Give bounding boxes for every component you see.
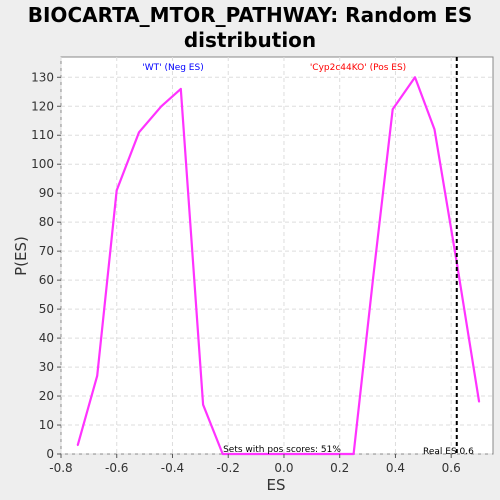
data-point	[180, 88, 182, 90]
neg-es-label: 'WT' (Neg ES)	[142, 63, 203, 73]
series-layer	[76, 57, 481, 456]
y-tick-label: 120	[31, 99, 54, 113]
data-point	[372, 276, 374, 279]
y-tick-label: 70	[39, 244, 54, 258]
data-point	[138, 131, 140, 134]
y-tick-label: 60	[39, 273, 54, 287]
x-axis-label: ES	[267, 476, 286, 494]
data-point	[391, 108, 394, 110]
y-tick-label: 80	[39, 215, 54, 229]
data-point	[202, 403, 204, 406]
y-tick-label: 20	[39, 389, 54, 403]
x-tick-label: -0.8	[49, 461, 72, 475]
y-tick-label: 90	[39, 186, 54, 200]
data-point	[241, 453, 243, 455]
data-point	[352, 453, 355, 455]
y-axis-label: P(ES)	[12, 236, 30, 276]
data-point	[160, 105, 163, 108]
data-point	[263, 453, 266, 455]
y-tick-label: 0	[46, 447, 54, 461]
y-tick-label: 50	[39, 302, 54, 316]
y-tick-label: 40	[39, 331, 54, 345]
x-tick-label: 0.6	[442, 461, 461, 475]
data-point	[414, 76, 416, 79]
data-point	[285, 453, 288, 455]
data-point	[478, 401, 480, 403]
pos-es-label: 'Cyp2c44KO' (Pos ES)	[310, 63, 406, 73]
data-point	[96, 374, 99, 377]
y-tick-label: 30	[39, 360, 54, 374]
data-point	[221, 453, 224, 455]
data-point	[330, 453, 333, 455]
x-tick-label: 0.0	[274, 461, 293, 475]
x-tick-label: -0.6	[105, 461, 128, 475]
y-tick-label: 10	[39, 418, 54, 432]
chart-title-line-2: distribution	[184, 28, 316, 52]
es-distribution-line	[76, 76, 481, 456]
x-tick-label: 0.2	[330, 461, 349, 475]
data-point	[433, 128, 436, 131]
axes: 0 10 20 30 40 50 60 70 80 90 100 110 120 130 -0.8 -0.6 -…	[31, 70, 461, 475]
sets-pos-scores-label: Sets with pos scores: 51%	[223, 445, 341, 455]
x-tick-label: 0.4	[386, 461, 405, 475]
data-point	[76, 444, 79, 447]
chart-title-line-1: BIOCARTA_MTOR_PATHWAY: Random ES	[28, 3, 472, 27]
grid	[60, 57, 493, 455]
x-tick-label: -0.2	[217, 461, 240, 475]
y-tick-label: 130	[31, 70, 54, 84]
real-es-label: Real ES 0.6	[423, 447, 474, 457]
y-tick-label: 110	[31, 128, 54, 142]
data-point	[115, 189, 118, 192]
x-tick-label: -0.4	[161, 461, 184, 475]
data-point	[308, 453, 310, 455]
plot-area	[60, 56, 494, 455]
y-tick-label: 100	[31, 157, 54, 171]
